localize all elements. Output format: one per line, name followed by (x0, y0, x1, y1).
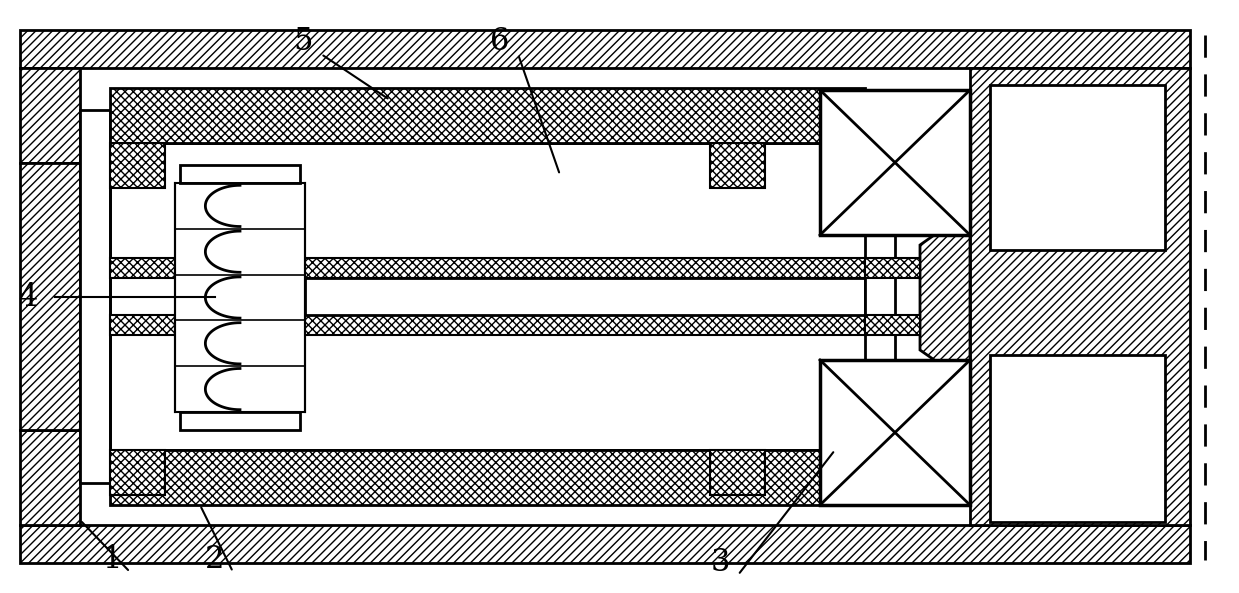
Bar (110, 143, 165, 188)
Bar (865, 195, 895, 455)
Polygon shape (921, 210, 970, 385)
Text: 5: 5 (294, 26, 312, 57)
Bar (110, 258, 885, 278)
Bar (865, 315, 921, 335)
Bar (855, 450, 895, 490)
Bar (990, 85, 1165, 250)
Bar (110, 450, 865, 505)
Bar (20, 430, 81, 525)
Bar (820, 90, 970, 235)
Bar (20, 525, 1189, 563)
Bar (20, 30, 1189, 68)
Bar (855, 155, 895, 195)
Bar (20, 68, 81, 163)
Bar (81, 110, 110, 483)
Bar (20, 163, 81, 430)
Bar (180, 412, 300, 430)
Text: 6: 6 (491, 26, 509, 57)
Bar (110, 450, 165, 495)
Bar (175, 183, 305, 412)
Text: 4: 4 (19, 282, 37, 313)
Text: 1: 1 (103, 544, 121, 575)
Bar (990, 355, 1165, 522)
Text: 3: 3 (710, 547, 730, 578)
Bar (305, 278, 865, 315)
Bar (110, 315, 885, 335)
Text: 2: 2 (206, 544, 224, 575)
Bar (865, 258, 921, 278)
Bar (970, 68, 1189, 525)
Bar (710, 143, 764, 188)
Bar (710, 450, 764, 495)
Bar (820, 360, 970, 505)
Bar (180, 165, 300, 183)
Bar (110, 88, 865, 143)
